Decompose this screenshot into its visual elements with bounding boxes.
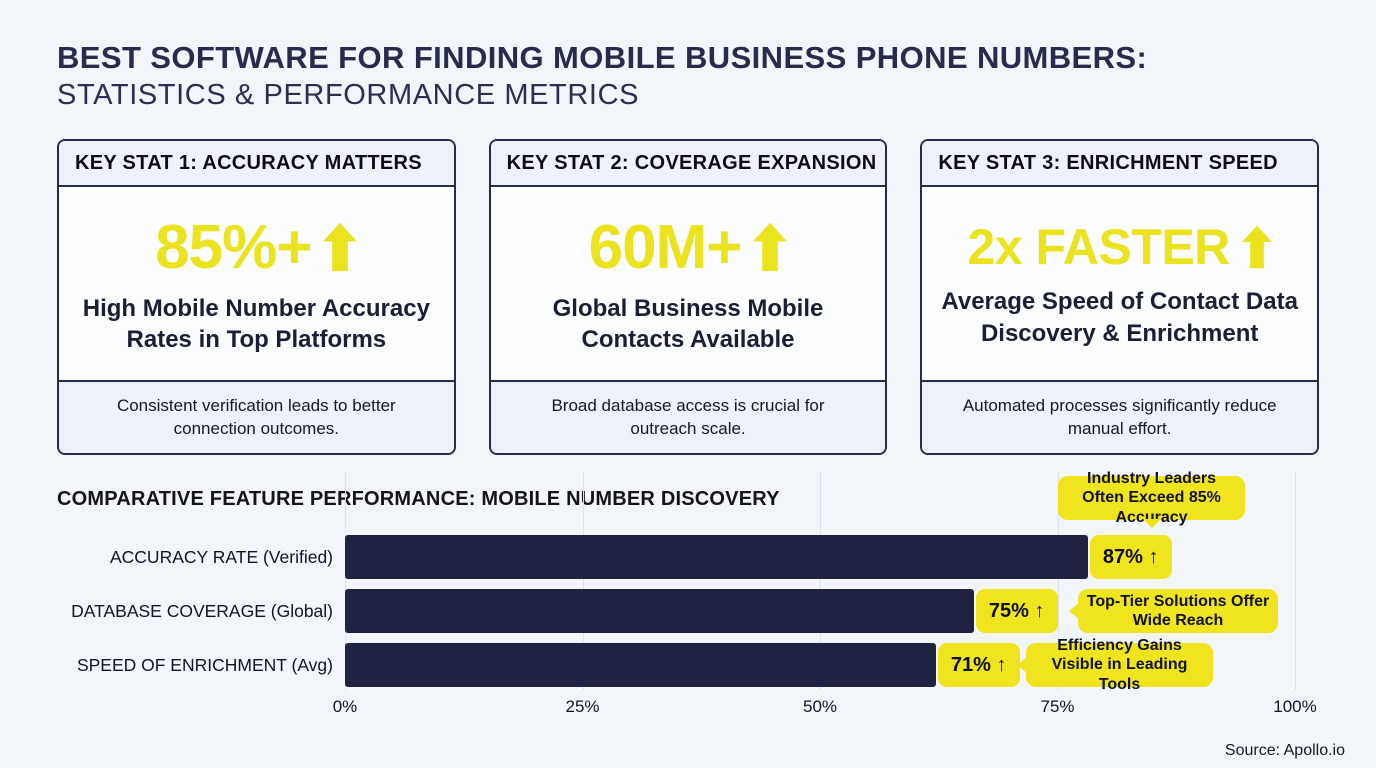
bar: 87% ↑ <box>345 535 1172 579</box>
stat-value-line: 60M+ <box>589 212 788 283</box>
x-axis: 0% 25% 50% 75% 100% <box>333 697 1317 719</box>
bar-category-label: SPEED OF ENRICHMENT (Avg) <box>76 655 333 675</box>
x-tick-label: 0% <box>332 697 358 716</box>
x-tick-label: 75% <box>1040 697 1075 716</box>
bar-value-badge: 75% ↑ <box>975 589 1058 633</box>
bar-value-badge: 87% ↑ <box>1089 535 1172 579</box>
stat-card-speed: KEY STAT 3: ENRICHMENT SPEED 2x FASTER A… <box>920 139 1320 455</box>
gridline-25 <box>582 472 584 690</box>
stat-card-footnote: Consistent verification leads to better … <box>59 380 454 453</box>
up-arrow-icon <box>753 223 788 272</box>
stat-label: High Mobile Number Accuracy Rates in Top… <box>82 294 430 353</box>
stat-card-coverage: KEY STAT 2: COVERAGE EXPANSION 60M+ Glob… <box>488 139 888 455</box>
stat-value-line: 2x FASTER <box>968 218 1272 276</box>
x-tick-label: 25% <box>565 697 600 716</box>
stat-card-footnote: Automated processes significantly reduce… <box>922 380 1318 453</box>
up-arrow-icon <box>1241 226 1272 269</box>
bar-row-speed: SPEED OF ENRICHMENT (Avg) 71% ↑ <box>57 643 1295 687</box>
bar-row-coverage: DATABASE COVERAGE (Global) 75% ↑ <box>57 589 1295 633</box>
x-tick-label: 100% <box>1273 697 1317 716</box>
bar-segment <box>345 589 974 633</box>
bar-category-label: DATABASE COVERAGE (Global) <box>71 601 333 621</box>
bar: 71% ↑ <box>345 643 1020 687</box>
stat-cards-row: KEY STAT 1: ACCURACY MATTERS 85%+ High M… <box>57 139 1320 455</box>
bar-value-badge: 71% ↑ <box>937 643 1020 687</box>
stat-label: Global Business Mobile Contacts Availabl… <box>552 294 824 353</box>
gridline-100 <box>1295 472 1296 690</box>
chart-gridlines <box>345 472 1296 690</box>
page-title: BEST SOFTWARE FOR FINDING MOBILE BUSINES… <box>57 40 1148 75</box>
bar-category-label: ACCURACY RATE (Verified) <box>109 547 333 567</box>
bar-row-accuracy: ACCURACY RATE (Verified) 87% ↑ <box>57 535 1295 579</box>
bar: 75% ↑ <box>345 589 1058 633</box>
stat-card-header: KEY STAT 2: COVERAGE EXPANSION <box>490 141 886 187</box>
bar-track: 87% ↑ <box>345 535 1295 579</box>
gridline-50 <box>820 472 821 690</box>
stat-value: 85%+ <box>155 212 312 282</box>
bar-segment <box>345 643 936 687</box>
gridline-75 <box>1057 472 1059 690</box>
chart-title: COMPARATIVE FEATURE PERFORMANCE: MOBILE … <box>57 488 780 510</box>
bar-track: 71% ↑ <box>345 643 1295 687</box>
annotation-accuracy: Industry Leaders Often Exceed 85% Accura… <box>1058 470 1245 528</box>
x-tick-label: 50% <box>802 697 838 716</box>
source-attribution: Source: Apollo.io <box>1224 742 1345 759</box>
page-subtitle: STATISTICS & PERFORMANCE METRICS <box>57 79 640 111</box>
stat-card-footnote: Broad database access is crucial for out… <box>490 380 886 453</box>
stat-card-accuracy: KEY STAT 1: ACCURACY MATTERS 85%+ High M… <box>57 139 456 455</box>
annotation-speed: Efficiency Gains Visible in Leading Tool… <box>1017 637 1213 693</box>
up-arrow-icon <box>323 223 358 272</box>
stat-value: 60M+ <box>588 212 743 282</box>
stat-label: Average Speed of Contact Data Discovery … <box>941 288 1298 347</box>
gridline-0 <box>345 472 346 690</box>
stat-card-body: 60M+ Global Business Mobile Contacts Ava… <box>490 187 886 380</box>
stat-value: 2x FASTER <box>967 219 1231 276</box>
annotation-coverage: Top-Tier Solutions Offer Wide Reach <box>1069 589 1278 633</box>
stat-card-body: 2x FASTER Average Speed of Contact Data … <box>922 187 1318 380</box>
stat-card-header: KEY STAT 1: ACCURACY MATTERS <box>59 141 454 187</box>
bar-segment <box>345 535 1088 579</box>
stat-value-line: 85%+ <box>155 212 358 283</box>
stat-card-header: KEY STAT 3: ENRICHMENT SPEED <box>922 141 1318 187</box>
bar-track: 75% ↑ <box>345 589 1295 633</box>
stat-card-body: 85%+ High Mobile Number Accuracy Rates i… <box>59 187 454 380</box>
